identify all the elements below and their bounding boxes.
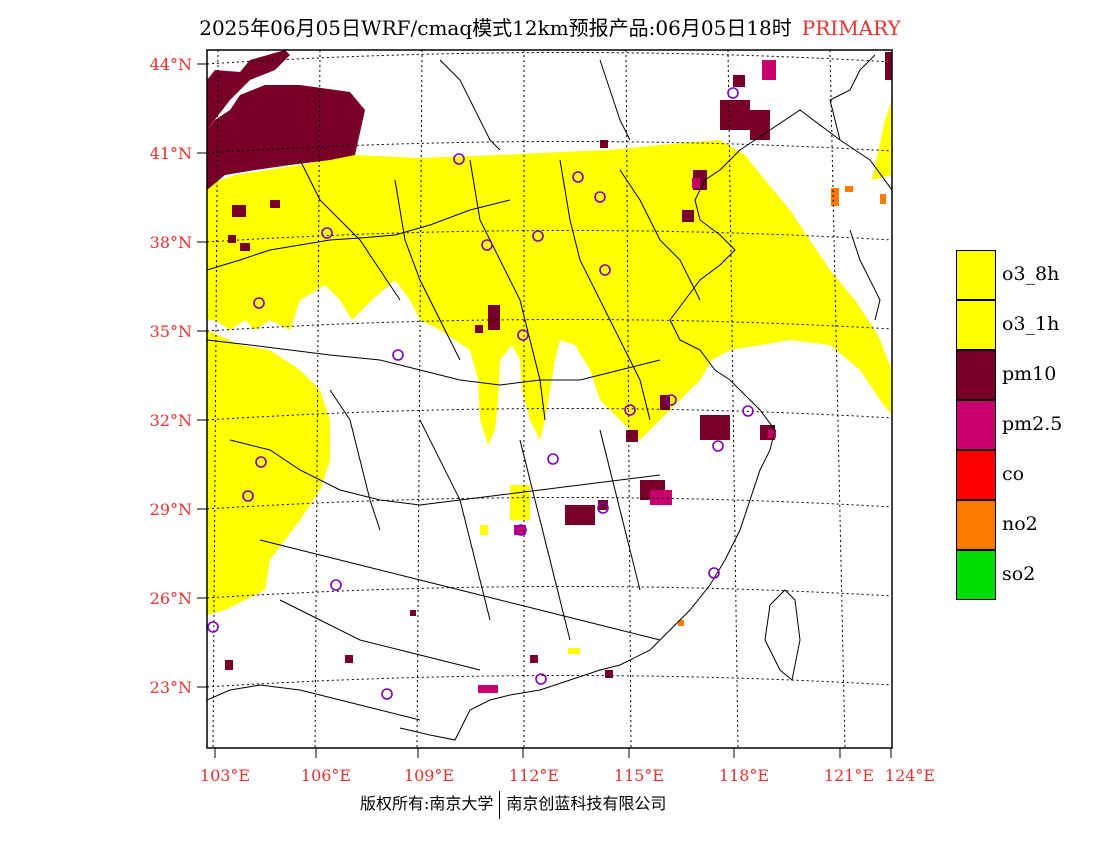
boundaries: [207, 54, 892, 741]
o3-patch-c: [568, 648, 580, 654]
china-coastline: [399, 109, 892, 741]
o3-patch-b: [480, 525, 488, 535]
pm10-region: [207, 50, 892, 678]
lat-label-32n: 32°N: [149, 411, 192, 430]
legend-swatch-pm25: [956, 400, 996, 450]
lon-label-121e: 121°E: [823, 766, 875, 785]
axis-ticks: [197, 63, 892, 758]
legend-label-pm25: pm2.5: [1002, 413, 1063, 435]
legend-label-co: co: [1002, 463, 1025, 485]
map-frame: [206, 49, 893, 749]
northeast-border: [829, 54, 876, 141]
no2-region: [678, 186, 886, 626]
o3-northeast: [872, 100, 892, 180]
station-markers: [207, 87, 754, 700]
o3-patch-a: [510, 485, 530, 520]
lon-label-118e: 118°E: [718, 766, 770, 785]
lon-label-103e: 103°E: [199, 766, 251, 785]
legend-label-pm10: pm10: [1002, 363, 1057, 385]
pm10-northwest: [207, 50, 290, 190]
lat-label-44n: 44°N: [149, 55, 192, 74]
lon-label-106e: 106°E: [300, 766, 352, 785]
lat-label-29n: 29°N: [149, 500, 192, 519]
legend-label-o3-8h: o3_8h: [1002, 263, 1060, 285]
footer-company: 南京创蓝科技有限公司: [506, 794, 667, 813]
map-title: 2025年06月05日WRF/cmaq模式12km预报产品:06月05日18时 P…: [0, 12, 1100, 41]
footer-copyright: 版权所有:南京大学: [360, 794, 494, 813]
legend-swatch-o3-8h: [956, 250, 996, 300]
lat-label-23n: 23°N: [149, 678, 192, 697]
pm10-mongolia: [207, 85, 365, 190]
lon-label-115e: 115°E: [613, 766, 665, 785]
legend-swatch-no2: [956, 500, 996, 550]
legend-label-so2: so2: [1002, 563, 1036, 585]
o3-north-band: [207, 140, 892, 445]
lon-label-112e: 112°E: [508, 766, 560, 785]
lon-label-109e: 109°E: [403, 766, 455, 785]
legend-swatch-pm10: [956, 350, 996, 400]
legend-label-no2: no2: [1002, 513, 1038, 535]
taiwan: [764, 589, 801, 681]
legend-swatch-so2: [956, 550, 996, 600]
legend-swatch-co: [956, 450, 996, 500]
primary-tag: PRIMARY: [801, 16, 901, 40]
lat-label-26n: 26°N: [149, 589, 192, 608]
korea: [849, 229, 881, 321]
lat-label-38n: 38°N: [149, 233, 192, 252]
lat-label-35n: 35°N: [149, 322, 192, 341]
pm25-region: [478, 60, 776, 693]
footer-credits: 版权所有:南京大学 南京创蓝科技有限公司: [360, 790, 666, 819]
title-text: 2025年06月05日WRF/cmaq模式12km预报产品:06月05日18时: [199, 16, 792, 40]
o3-region: [207, 100, 892, 654]
legend-label-o3-1h: o3_1h: [1002, 313, 1060, 335]
lon-label-124e: 124°E: [884, 766, 936, 785]
o3-sichuan: [207, 330, 330, 615]
lat-label-41n: 41°N: [149, 144, 192, 163]
legend-swatch-o3-1h: [956, 300, 996, 350]
footer-separator: [499, 790, 501, 819]
